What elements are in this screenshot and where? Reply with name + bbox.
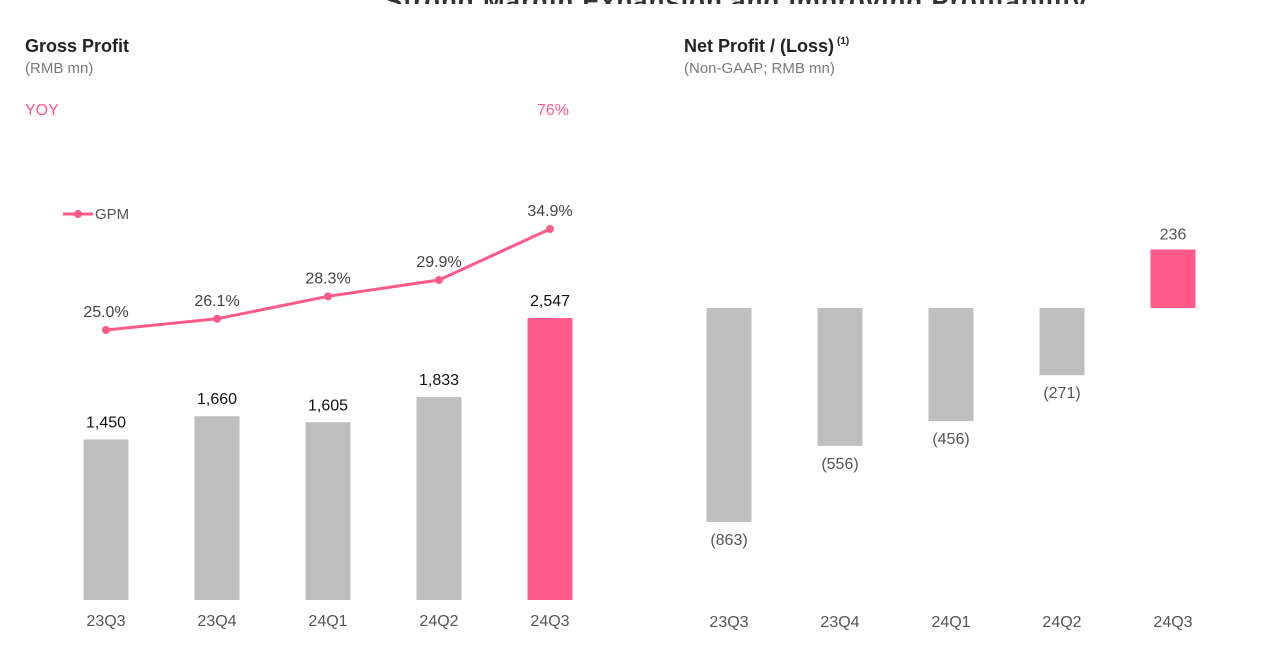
slide-heading-cropped: Strong Margin Expansion and Improving Pr… bbox=[0, 0, 1282, 4]
net-profit-value-label: (456) bbox=[932, 431, 969, 448]
gpm-value-label: 25.0% bbox=[83, 304, 128, 321]
yoy-label: YOY bbox=[25, 102, 59, 119]
gross-profit-value-label: 2,547 bbox=[530, 293, 570, 310]
gpm-value-label: 34.9% bbox=[527, 203, 572, 220]
gpm-point-23Q3 bbox=[102, 326, 110, 334]
gpm-value-label: 28.3% bbox=[305, 270, 350, 287]
gross-profit-category-label: 24Q3 bbox=[530, 613, 569, 630]
gpm-point-23Q4 bbox=[213, 314, 221, 323]
gpm-point-24Q3 bbox=[546, 225, 554, 233]
net-profit-bar-24Q3 bbox=[1150, 249, 1196, 308]
net-profit-value-label: 236 bbox=[1160, 226, 1187, 243]
gross-profit-value-label: 1,605 bbox=[308, 397, 348, 414]
gross-profit-category-label: 23Q4 bbox=[197, 613, 236, 630]
gross-profit-subtitle: (RMB mn) bbox=[25, 60, 94, 77]
gross-profit-bar-23Q3 bbox=[83, 439, 129, 600]
gross-profit-bar-24Q2 bbox=[416, 397, 462, 600]
gpm-value-label: 29.9% bbox=[416, 254, 461, 271]
gross-profit-value-label: 1,450 bbox=[86, 414, 126, 431]
gross-profit-category-label: 24Q2 bbox=[419, 613, 458, 630]
net-profit-bar-24Q2 bbox=[1039, 308, 1085, 376]
gpm-point-24Q1 bbox=[324, 292, 332, 301]
yoy-value: 76% bbox=[537, 102, 570, 119]
net-profit-category-label: 24Q1 bbox=[931, 614, 970, 631]
net-profit-value-label: (271) bbox=[1043, 385, 1080, 402]
net-profit-category-label: 24Q3 bbox=[1153, 614, 1192, 631]
net-profit-bar-23Q3 bbox=[706, 308, 752, 522]
footnote-marker: (1) bbox=[837, 36, 850, 47]
gross-profit-bar-23Q4 bbox=[194, 416, 240, 600]
net-profit-category-label: 23Q3 bbox=[709, 614, 748, 631]
gross-profit-value-label: 1,833 bbox=[419, 372, 459, 389]
gpm-point-24Q2 bbox=[435, 276, 443, 285]
net-profit-value-label: (863) bbox=[710, 532, 747, 549]
net-profit-value-label: (556) bbox=[821, 456, 858, 473]
gross-profit-category-label: 24Q1 bbox=[308, 613, 347, 630]
net-profit-bar-24Q1 bbox=[928, 308, 974, 422]
gross-profit-value-label: 1,660 bbox=[197, 391, 237, 408]
net-profit-category-label: 23Q4 bbox=[820, 614, 859, 631]
gpm-legend-label: GPM bbox=[95, 206, 129, 223]
net-profit-category-label: 24Q2 bbox=[1042, 614, 1081, 631]
gross-profit-bar-24Q3 bbox=[527, 318, 573, 600]
net-profit-subtitle: (Non-GAAP; RMB mn) bbox=[684, 60, 835, 77]
gross-profit-title: Gross Profit bbox=[25, 36, 130, 56]
gross-profit-bar-24Q1 bbox=[305, 422, 351, 600]
gpm-legend-marker bbox=[74, 210, 82, 218]
gross-profit-category-label: 23Q3 bbox=[86, 613, 125, 630]
net-profit-title: Net Profit / (Loss) (1) bbox=[684, 36, 850, 56]
gpm-value-label: 26.1% bbox=[194, 293, 239, 310]
net-profit-bar-23Q4 bbox=[817, 308, 863, 446]
